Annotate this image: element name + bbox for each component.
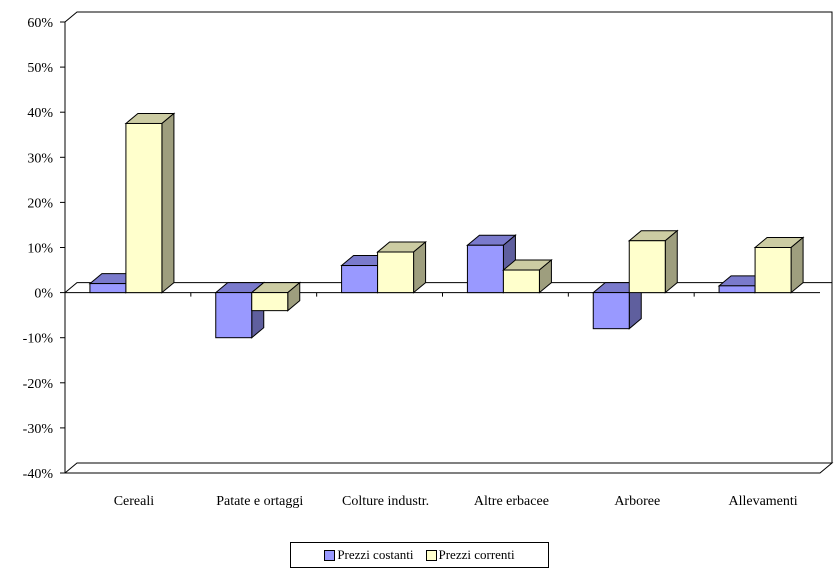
x-tick-label: Altre erbacee (474, 494, 549, 509)
bar-side (664, 229, 678, 294)
bar-front (628, 240, 666, 294)
chart-walls (63, 11, 834, 474)
y-axis: -40% -30% -20% -10% 0% 10% 20% 30% 40% 50% 60% (23, 16, 695, 482)
y-tick-label: -20% (23, 377, 54, 392)
bar-correnti (502, 258, 553, 294)
legend: Prezzi costanti Prezzi correnti (290, 542, 549, 568)
legend-item-costanti: Prezzi costanti (324, 547, 414, 563)
legend-label-correnti: Prezzi correnti (438, 547, 515, 562)
legend-swatch-correnti (425, 549, 437, 561)
bars (88, 112, 805, 339)
y-tick-label: -10% (23, 332, 54, 347)
bar-correnti (627, 229, 679, 294)
y-tick-label: 40% (27, 106, 53, 121)
bar-front (592, 292, 630, 330)
bar-front (466, 244, 504, 294)
y-tick-label: 20% (27, 196, 53, 211)
bar-side (790, 236, 804, 294)
chart-floor (63, 462, 834, 474)
y-tick-label: -40% (23, 467, 54, 482)
legend-item-correnti: Prezzi correnti (425, 547, 515, 563)
bar-front (341, 265, 379, 294)
y-tick-label: -30% (23, 422, 54, 437)
bar-front (125, 122, 163, 294)
y-tick-label: 0% (34, 287, 53, 302)
bar-side (161, 112, 175, 294)
x-axis-labels: Cereali Patate e ortaggi Colture industr. A… (114, 494, 798, 509)
bar-correnti (250, 281, 302, 312)
x-tick-label: Allevamenti (728, 494, 797, 509)
legend-label-costanti: Prezzi costanti (337, 547, 414, 562)
bar-costanti (591, 281, 643, 330)
y-tick-label: 30% (27, 151, 53, 166)
x-tick-label: Cereali (114, 494, 155, 509)
bar-correnti (124, 112, 176, 294)
bar-front (251, 292, 289, 312)
y-tick-label: 60% (27, 16, 53, 31)
bar-front (377, 251, 415, 294)
bar-correnti (376, 240, 427, 294)
back-wall (64, 11, 833, 473)
y-tick-label: 10% (27, 242, 53, 257)
zero-plane-back (64, 282, 832, 293)
bar-front (754, 247, 792, 294)
bar-front (89, 283, 127, 294)
bar-front (718, 285, 756, 294)
x-tick-label: Patate e ortaggi (216, 494, 303, 509)
bar-front (502, 269, 540, 294)
bar-front (215, 292, 253, 339)
y-tick-label: 50% (27, 61, 53, 76)
bar-correnti (753, 236, 805, 294)
x-tick-label: Arboree (614, 494, 660, 509)
x-tick-label: Colture industr. (342, 494, 429, 509)
legend-swatch-costanti (324, 549, 336, 561)
